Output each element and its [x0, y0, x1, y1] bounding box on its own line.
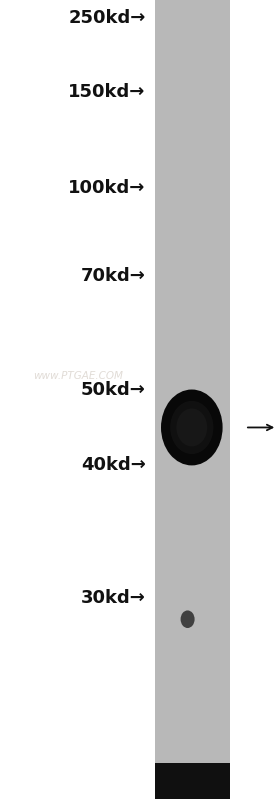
- Ellipse shape: [181, 610, 195, 628]
- Bar: [155, 0, 230, 799]
- Text: 150kd→: 150kd→: [68, 83, 146, 101]
- Text: www.PTGAE.COM: www.PTGAE.COM: [33, 371, 123, 380]
- Ellipse shape: [176, 408, 207, 447]
- Text: 40kd→: 40kd→: [81, 456, 146, 474]
- Ellipse shape: [161, 390, 223, 465]
- Text: 50kd→: 50kd→: [81, 381, 146, 399]
- Ellipse shape: [170, 401, 213, 454]
- Bar: [155, 763, 230, 799]
- Text: 250kd→: 250kd→: [68, 9, 146, 26]
- Text: 70kd→: 70kd→: [81, 267, 146, 284]
- Text: 100kd→: 100kd→: [68, 179, 146, 197]
- Text: 30kd→: 30kd→: [81, 589, 146, 606]
